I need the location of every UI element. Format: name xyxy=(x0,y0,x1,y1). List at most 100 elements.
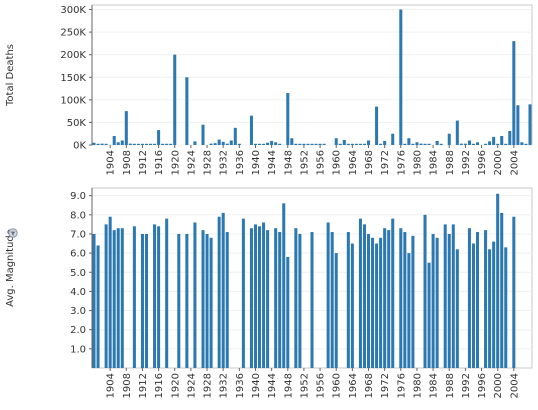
deaths-bar[interactable] xyxy=(217,139,221,145)
magnitude-bar[interactable] xyxy=(108,216,112,368)
deaths-bar[interactable] xyxy=(407,138,411,145)
deaths-bar[interactable] xyxy=(411,143,415,145)
deaths-bar[interactable] xyxy=(508,131,512,145)
magnitude-bar[interactable] xyxy=(294,228,298,368)
deaths-bar[interactable] xyxy=(112,135,116,145)
deaths-bar[interactable] xyxy=(350,143,354,145)
magnitude-bar[interactable] xyxy=(475,232,480,368)
magnitude-bar[interactable] xyxy=(399,228,403,368)
deaths-bar[interactable] xyxy=(294,143,298,145)
deaths-bar[interactable] xyxy=(391,133,395,145)
deaths-bar[interactable] xyxy=(157,130,161,145)
deaths-bar[interactable] xyxy=(140,143,144,145)
magnitude-bar[interactable] xyxy=(455,249,459,368)
deaths-bar[interactable] xyxy=(399,9,403,145)
deaths-bar[interactable] xyxy=(471,143,475,145)
magnitude-bar[interactable] xyxy=(165,218,169,368)
magnitude-bar[interactable] xyxy=(157,226,161,368)
deaths-bar[interactable] xyxy=(379,143,383,145)
deaths-bar[interactable] xyxy=(354,143,358,145)
deaths-bar[interactable] xyxy=(278,143,282,145)
deaths-bar[interactable] xyxy=(136,143,140,145)
magnitude-bar[interactable] xyxy=(201,230,205,368)
magnitude-bar[interactable] xyxy=(451,224,455,368)
deaths-bar[interactable] xyxy=(237,143,241,145)
deaths-bar[interactable] xyxy=(500,135,504,145)
magnitude-bar[interactable] xyxy=(471,243,475,368)
deaths-bar[interactable] xyxy=(116,142,120,145)
magnitude-bar[interactable] xyxy=(427,262,431,368)
magnitude-bar[interactable] xyxy=(221,212,225,368)
deaths-bar[interactable] xyxy=(439,143,443,145)
deaths-bar[interactable] xyxy=(512,41,516,145)
magnitude-bar[interactable] xyxy=(383,228,387,368)
deaths-bar[interactable] xyxy=(447,133,451,145)
deaths-bar[interactable] xyxy=(124,111,128,145)
magnitude-bar[interactable] xyxy=(346,232,350,368)
deaths-bar[interactable] xyxy=(492,136,496,145)
deaths-bar[interactable] xyxy=(209,143,213,145)
magnitude-bar[interactable] xyxy=(241,218,245,368)
deaths-bar[interactable] xyxy=(524,143,528,145)
magnitude-bar[interactable] xyxy=(387,230,391,368)
magnitude-bar[interactable] xyxy=(298,233,302,368)
magnitude-bar[interactable] xyxy=(435,237,439,368)
magnitude-bar[interactable] xyxy=(431,233,435,368)
deaths-bar[interactable] xyxy=(233,127,237,145)
deaths-bar[interactable] xyxy=(193,141,197,145)
deaths-bar[interactable] xyxy=(475,142,480,145)
deaths-bar[interactable] xyxy=(358,143,362,145)
deaths-bar[interactable] xyxy=(262,143,266,145)
deaths-bar[interactable] xyxy=(144,143,149,145)
deaths-bar[interactable] xyxy=(310,143,314,145)
magnitude-bar[interactable] xyxy=(253,224,257,368)
deaths-bar[interactable] xyxy=(225,143,229,145)
deaths-bar[interactable] xyxy=(427,143,431,145)
deaths-bar[interactable] xyxy=(306,143,310,145)
magnitude-bar[interactable] xyxy=(512,216,516,368)
magnitude-bar[interactable] xyxy=(371,237,375,368)
deaths-bar[interactable] xyxy=(185,77,189,145)
deaths-bar[interactable] xyxy=(258,143,262,145)
deaths-bar[interactable] xyxy=(367,140,371,145)
magnitude-bar[interactable] xyxy=(310,232,314,368)
deaths-bar[interactable] xyxy=(318,143,322,145)
magnitude-bar[interactable] xyxy=(144,233,149,368)
deaths-bar[interactable] xyxy=(419,143,423,145)
deaths-bar[interactable] xyxy=(201,124,205,145)
magnitude-bar[interactable] xyxy=(132,226,136,368)
deaths-bar[interactable] xyxy=(104,143,108,145)
magnitude-bar[interactable] xyxy=(484,230,488,368)
deaths-bar[interactable] xyxy=(403,143,407,145)
magnitude-bar[interactable] xyxy=(120,228,124,368)
deaths-bar[interactable] xyxy=(96,143,100,145)
deaths-bar[interactable] xyxy=(528,104,532,145)
magnitude-bar[interactable] xyxy=(205,233,209,368)
magnitude-bar[interactable] xyxy=(286,256,290,368)
magnitude-bar[interactable] xyxy=(92,233,96,368)
magnitude-bar[interactable] xyxy=(278,232,282,368)
magnitude-bar[interactable] xyxy=(249,228,253,368)
deaths-bar[interactable] xyxy=(286,93,290,145)
magnitude-bar[interactable] xyxy=(326,222,330,368)
magnitude-bar[interactable] xyxy=(447,233,451,368)
magnitude-bar[interactable] xyxy=(467,228,471,368)
magnitude-bar[interactable] xyxy=(500,212,504,368)
magnitude-bar[interactable] xyxy=(140,233,144,368)
magnitude-bar[interactable] xyxy=(375,243,379,368)
deaths-bar[interactable] xyxy=(253,143,257,145)
deaths-bar[interactable] xyxy=(423,143,427,145)
deaths-bar[interactable] xyxy=(484,143,488,145)
deaths-bar[interactable] xyxy=(467,140,471,145)
deaths-bar[interactable] xyxy=(346,143,350,145)
deaths-bar[interactable] xyxy=(149,143,153,145)
deaths-bar[interactable] xyxy=(290,138,294,145)
magnitude-bar[interactable] xyxy=(116,228,120,368)
deaths-bar[interactable] xyxy=(298,143,302,145)
magnitude-bar[interactable] xyxy=(282,203,286,368)
magnitude-bar[interactable] xyxy=(379,237,383,368)
deaths-bar[interactable] xyxy=(221,141,225,145)
deaths-bar[interactable] xyxy=(92,142,96,145)
magnitude-bar[interactable] xyxy=(274,228,278,368)
magnitude-bar[interactable] xyxy=(112,230,116,368)
